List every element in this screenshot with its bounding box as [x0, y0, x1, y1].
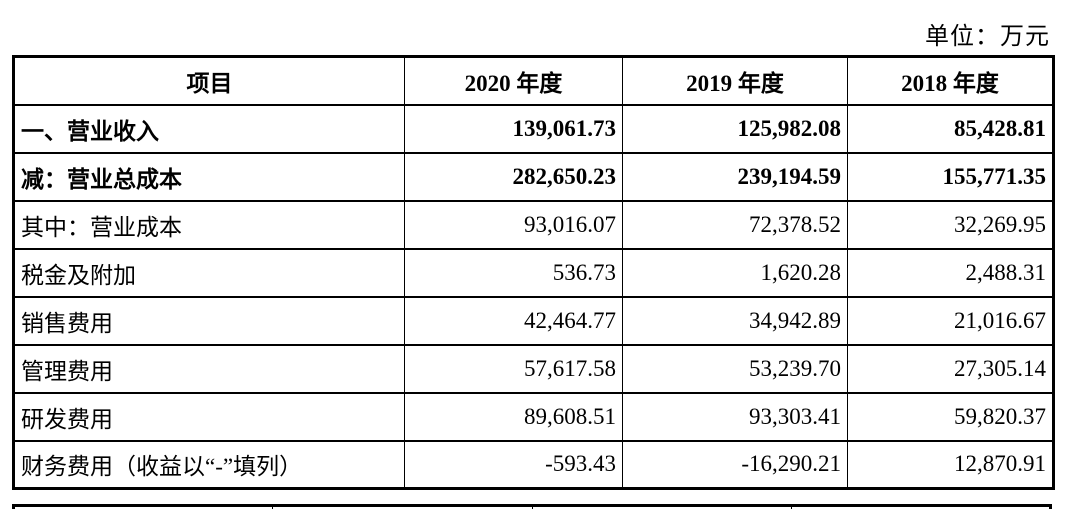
unit-label: 单位：万元 — [925, 24, 1050, 50]
column-header-2019: 2019 年度 — [622, 55, 848, 106]
value-2018: 12,870.91 — [847, 439, 1054, 490]
value-2020: -593.43 — [404, 439, 623, 490]
value-2020: 139,061.73 — [404, 103, 623, 154]
table-row-rd-expenses: 研发费用 89,608.51 93,303.41 59,820.37 — [13, 391, 1054, 442]
value-2020: 42,464.77 — [404, 295, 623, 346]
row-label: 管理费用 — [13, 343, 405, 394]
value-2019: 93,303.41 — [622, 391, 848, 442]
row-label: 研发费用 — [13, 391, 405, 442]
table-row-selling-expenses: 销售费用 42,464.77 34,942.89 21,016.67 — [13, 295, 1054, 346]
income-statement-table: 项目 2020 年度 2019 年度 2018 年度 一、营业收入 139,06… — [12, 55, 1055, 490]
table-row-operating-cost: 其中：营业成本 93,016.07 72,378.52 32,269.95 — [13, 199, 1054, 250]
partial-cell — [272, 504, 533, 509]
value-2018: 27,305.14 — [847, 343, 1054, 394]
column-header-2020: 2020 年度 — [404, 55, 623, 106]
table-row-taxes-surcharges: 税金及附加 536.73 1,620.28 2,488.31 — [13, 247, 1054, 298]
table-header-row: 项目 2020 年度 2019 年度 2018 年度 — [13, 55, 1054, 106]
partial-cell — [12, 504, 274, 509]
row-label: 财务费用（收益以“-”填列） — [13, 439, 405, 490]
table-row-total-operating-cost: 减：营业总成本 282,650.23 239,194.59 155,771.35 — [13, 151, 1054, 202]
column-header-item: 项目 — [13, 55, 405, 106]
row-label: 一、营业收入 — [13, 103, 405, 154]
value-2018: 21,016.67 — [847, 295, 1054, 346]
value-2019: -16,290.21 — [622, 439, 848, 490]
row-label: 销售费用 — [13, 295, 405, 346]
partial-cell — [531, 504, 792, 509]
value-2020: 282,650.23 — [404, 151, 623, 202]
value-2019: 72,378.52 — [622, 199, 848, 250]
table-row-partial — [12, 504, 1052, 509]
value-2018: 155,771.35 — [847, 151, 1054, 202]
value-2019: 53,239.70 — [622, 343, 848, 394]
value-2018: 59,820.37 — [847, 391, 1054, 442]
value-2020: 93,016.07 — [404, 199, 623, 250]
value-2019: 239,194.59 — [622, 151, 848, 202]
table-row-financial-expenses: 财务费用（收益以“-”填列） -593.43 -16,290.21 12,870… — [13, 439, 1054, 490]
value-2018: 32,269.95 — [847, 199, 1054, 250]
row-label: 税金及附加 — [13, 247, 405, 298]
table-row-operating-revenue: 一、营业收入 139,061.73 125,982.08 85,428.81 — [13, 103, 1054, 154]
value-2019: 1,620.28 — [622, 247, 848, 298]
table-continuation-cutoff — [12, 504, 1052, 509]
column-header-2018: 2018 年度 — [847, 55, 1054, 106]
row-label: 减：营业总成本 — [13, 151, 405, 202]
value-2019: 34,942.89 — [622, 295, 848, 346]
value-2019: 125,982.08 — [622, 103, 848, 154]
value-2020: 89,608.51 — [404, 391, 623, 442]
row-label: 其中：营业成本 — [13, 199, 405, 250]
value-2018: 85,428.81 — [847, 103, 1054, 154]
value-2020: 57,617.58 — [404, 343, 623, 394]
value-2018: 2,488.31 — [847, 247, 1054, 298]
table-row-admin-expenses: 管理费用 57,617.58 53,239.70 27,305.14 — [13, 343, 1054, 394]
value-2020: 536.73 — [404, 247, 623, 298]
partial-cell — [790, 504, 1052, 509]
